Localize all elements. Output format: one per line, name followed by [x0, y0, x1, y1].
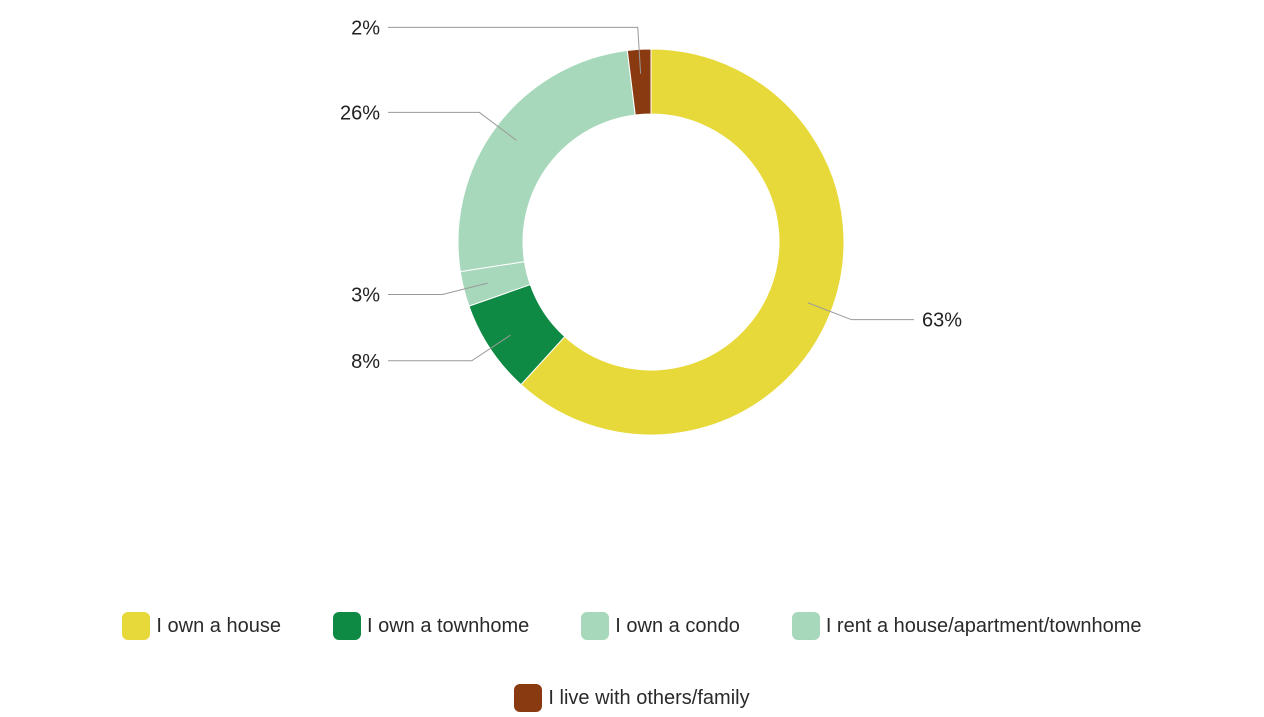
leader-line-i-live-with-others-family [388, 26, 642, 74]
legend-swatch [581, 612, 610, 640]
data-label-i-rent-a-house-apartment-townhome: 26% [340, 102, 380, 124]
legend-label: I rent a house/apartment/townhome [825, 614, 1142, 637]
legend-label: I own a condo [615, 614, 740, 637]
legend-item-live-with-others[interactable]: I live with others/family [514, 684, 750, 712]
legend-swatch [332, 612, 361, 640]
legend-row-1: I own a house I own a townhome I own a c… [0, 612, 1264, 640]
slice-labels: 63% 8% 3% 26% 2% [340, 17, 962, 372]
legend-item-own-condo[interactable]: I own a condo [581, 612, 740, 640]
legend-swatch [514, 684, 543, 712]
legend-label: I own a house [156, 614, 281, 637]
data-label-i-own-a-condo: 3% [351, 284, 380, 306]
leader-lines [388, 26, 914, 362]
legend-item-own-townhome[interactable]: I own a townhome [332, 612, 530, 640]
data-label-i-own-a-townhome: 8% [351, 351, 380, 373]
data-label-i-live-with-others-family: 2% [351, 17, 380, 39]
donut-slice-i-live-with-others-family[interactable] [626, 48, 652, 116]
legend-swatch [122, 612, 151, 640]
leader-line-i-own-a-house [807, 302, 914, 321]
data-label-i-own-a-house: 63% [922, 310, 962, 332]
legend-label: I live with others/family [548, 686, 750, 709]
legend-item-own-house[interactable]: I own a house [122, 612, 281, 640]
donut-slice-i-rent-a-house-apartment-townhome[interactable] [457, 49, 636, 273]
donut-slices [457, 48, 845, 436]
legend-item-rent[interactable]: I rent a house/apartment/townhome [791, 612, 1142, 640]
legend-row-2: I live with others/family [0, 684, 1264, 712]
leader-line-i-own-a-townhome [388, 334, 511, 362]
legend-label: I own a townhome [366, 614, 530, 637]
leader-line-i-rent-a-house-apartment-townhome [388, 111, 517, 141]
leader-line-i-own-a-condo [388, 282, 488, 295]
donut-slice-i-own-a-house[interactable] [520, 48, 845, 436]
legend-swatch [791, 612, 820, 640]
